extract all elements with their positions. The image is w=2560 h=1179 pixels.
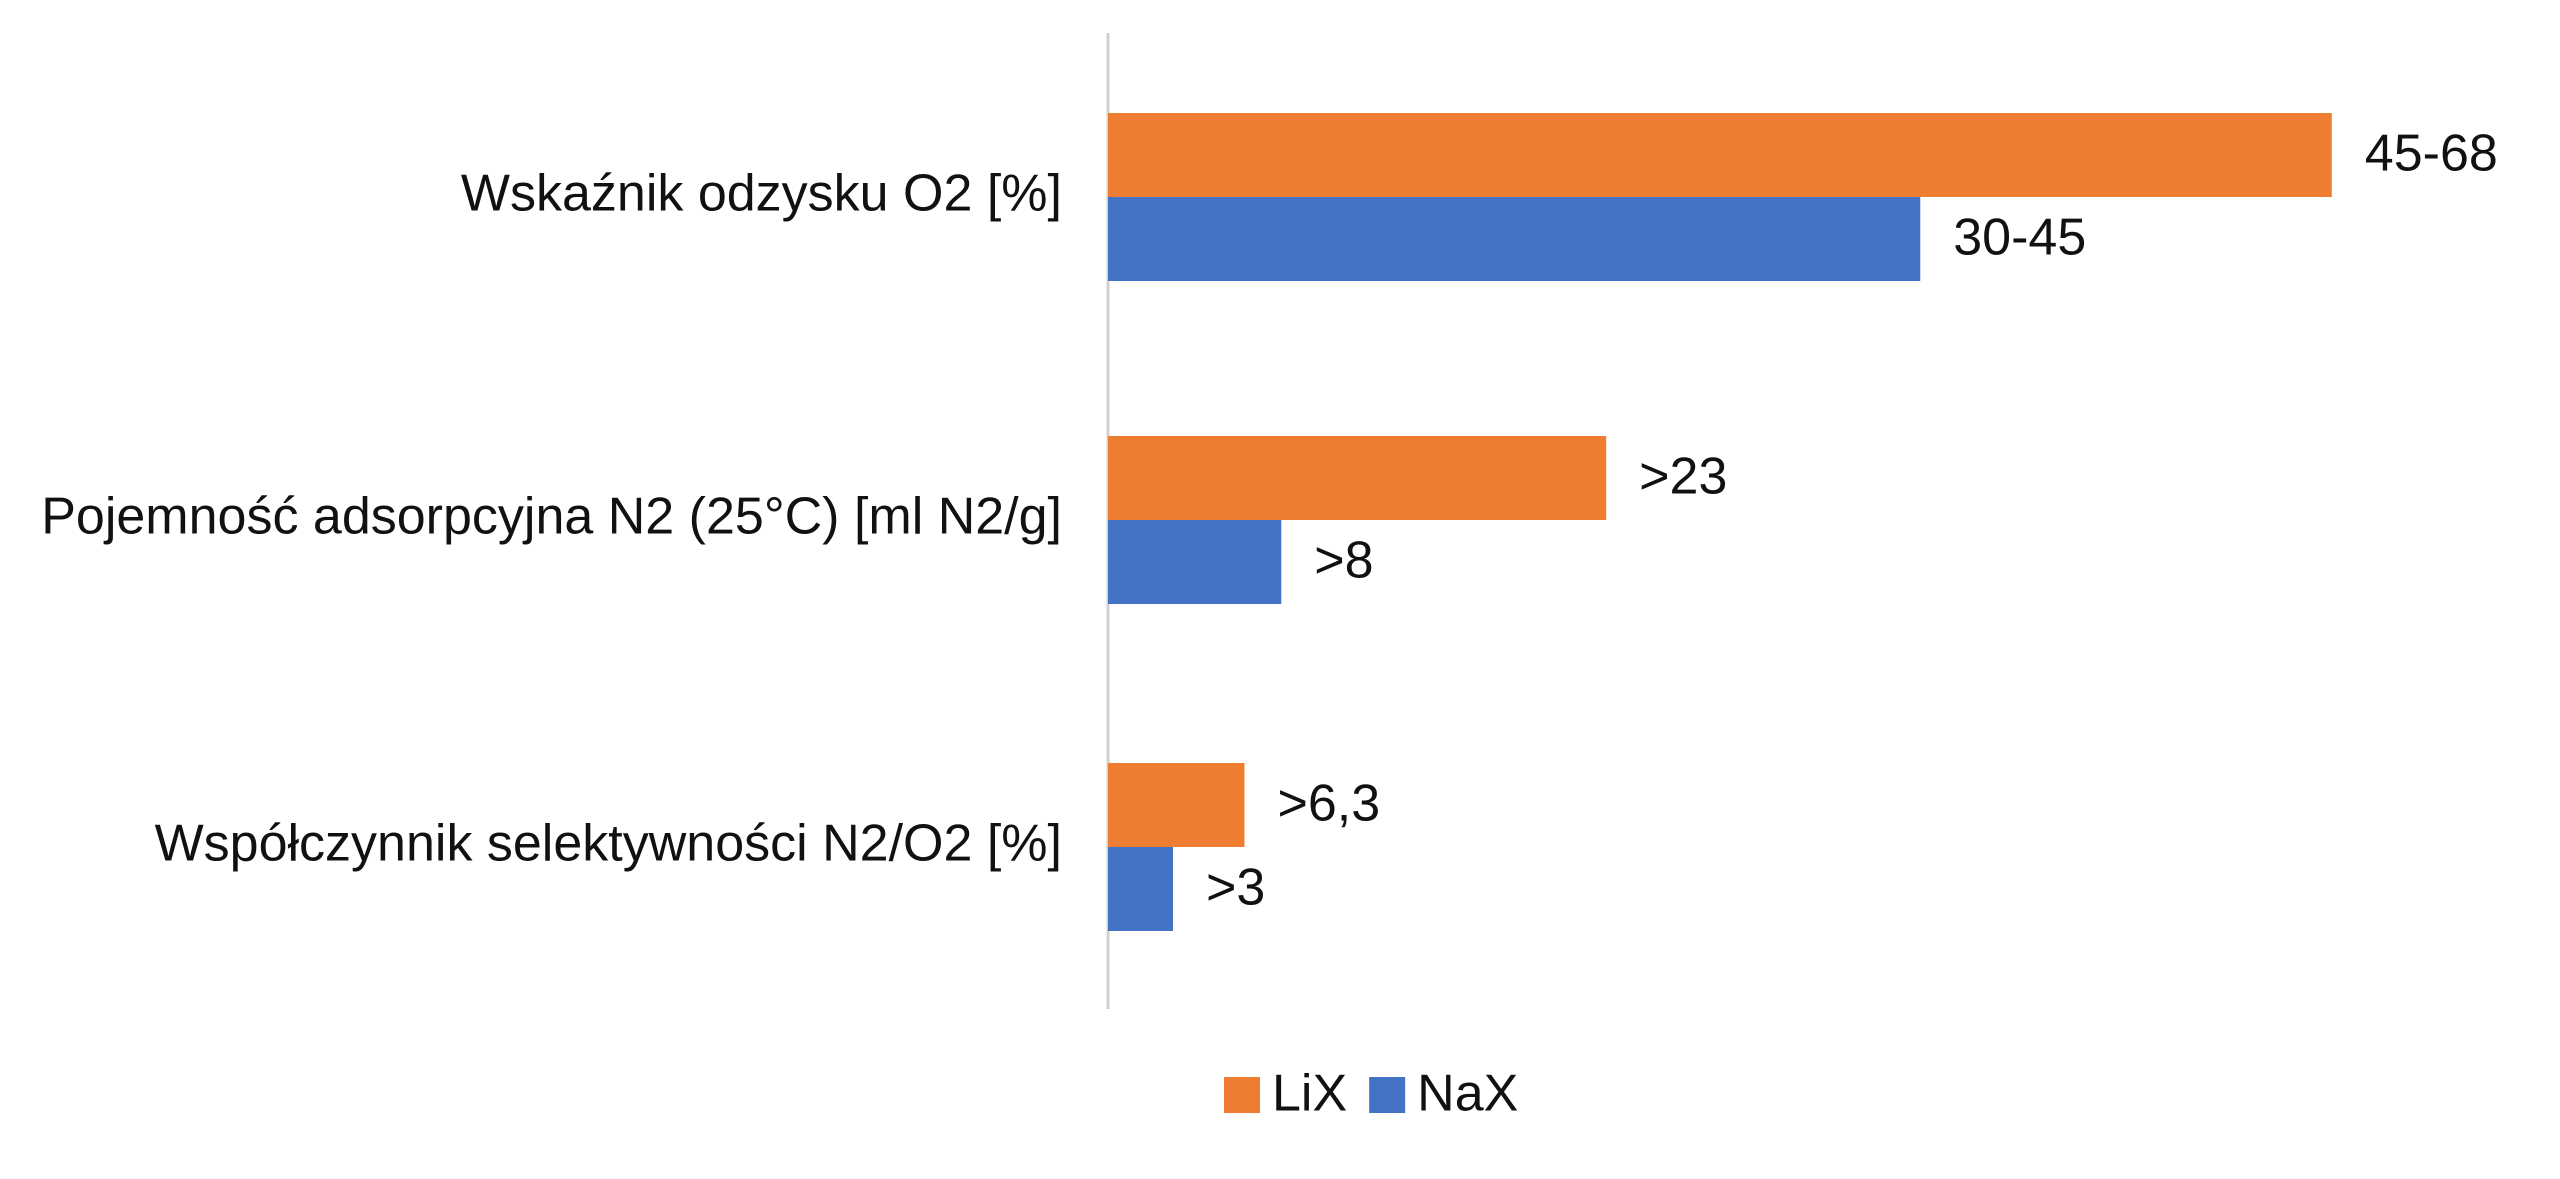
category-label: Współczynnik selektywności N2/O2 [%]	[155, 815, 1062, 873]
value-label: >23	[1639, 448, 1727, 506]
category-label: Wskaźnik odzysku O2 [%]	[461, 165, 1062, 223]
legend-label: NaX	[1417, 1065, 1518, 1123]
bar	[1108, 847, 1173, 931]
value-label: >8	[1314, 532, 1373, 590]
legend-label: LiX	[1272, 1065, 1347, 1123]
value-label: >3	[1206, 859, 1265, 917]
bar	[1108, 436, 1607, 520]
bar	[1108, 113, 2332, 197]
value-label: 30-45	[1953, 209, 2086, 267]
category-label: Pojemność adsorpcyjna N2 (25°C) [ml N2/g…	[41, 488, 1062, 546]
value-label: >6,3	[1277, 775, 1380, 833]
value-label: 45-68	[2365, 125, 2498, 183]
legend-swatch	[1224, 1077, 1260, 1113]
bar	[1108, 197, 1921, 281]
bar	[1108, 520, 1282, 604]
legend-swatch	[1369, 1077, 1406, 1113]
bar	[1108, 763, 1245, 847]
